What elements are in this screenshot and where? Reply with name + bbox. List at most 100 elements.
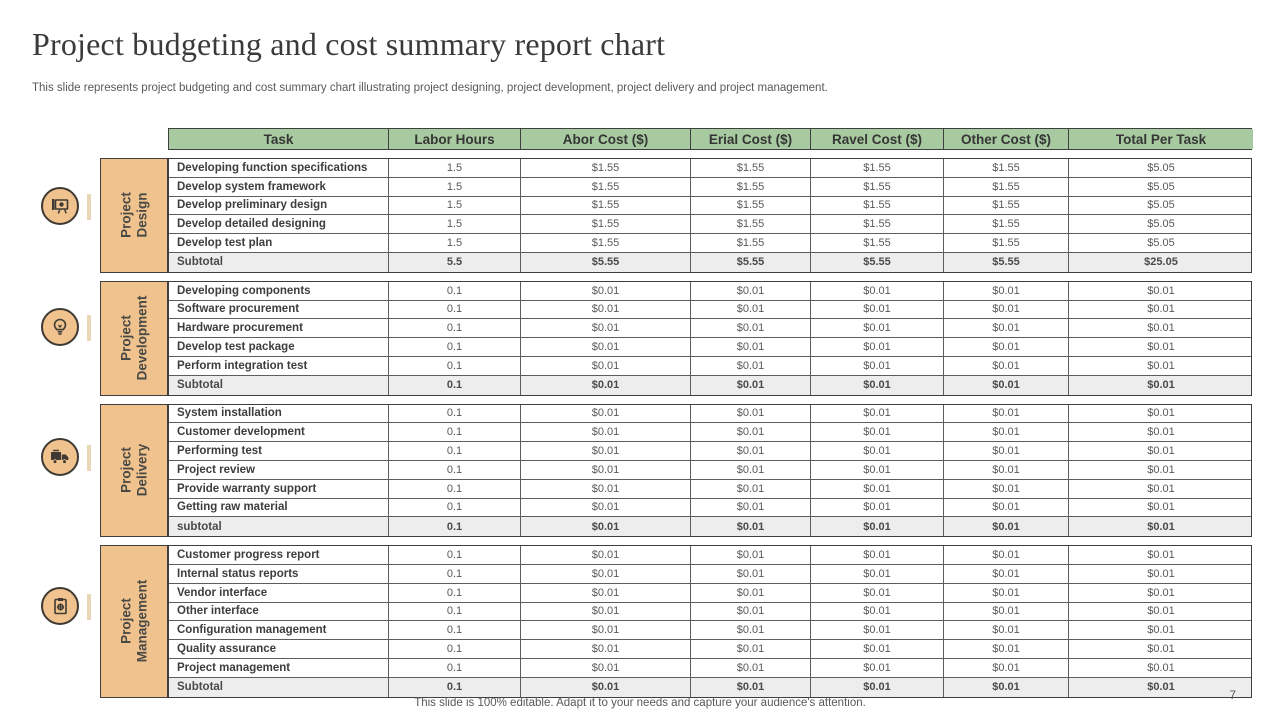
value-cell: $0.01: [691, 658, 811, 677]
value-cell: $0.01: [944, 423, 1069, 442]
value-cell: $1.55: [691, 177, 811, 196]
task-cell: Performing test: [169, 442, 389, 460]
value-cell: $1.55: [521, 234, 691, 252]
subtotal-row: Subtotal 0.1 $0.01 $0.01 $0.01 $0.01 $0.01: [169, 375, 1251, 395]
value-cell: $0.01: [521, 404, 691, 423]
task-cell: Customer development: [169, 423, 389, 442]
delivery-dash: [87, 445, 91, 471]
value-cell: $0.01: [521, 658, 691, 677]
section-label: Project Management: [118, 580, 149, 663]
value-cell: $0.01: [811, 404, 944, 423]
table-row: Performing test 0.1 $0.01 $0.01 $0.01 $0.01 $0…: [169, 442, 1251, 461]
value-cell: $0.01: [1147, 379, 1175, 392]
table-row: Internal status reports 0.1 $0.01 $0.01 $0.0…: [169, 564, 1251, 584]
value-cell: $1.55: [811, 196, 944, 215]
page-number: 7: [1229, 688, 1236, 702]
lightbulb-icon: [53, 318, 67, 335]
value-cell: $0.01: [944, 460, 1069, 479]
value-cell: $0.01: [1147, 303, 1175, 316]
task-cell: Configuration management: [169, 621, 389, 640]
value-cell: $0.01: [811, 677, 944, 697]
task-cell: Develop test package: [169, 338, 389, 356]
table-row: Perform integration test 0.1 $0.01 $0.01 $0.…: [169, 356, 1251, 376]
value-cell: $1.55: [521, 159, 691, 177]
value-cell: $0.01: [691, 621, 811, 640]
value-cell: $1.55: [811, 159, 944, 177]
subtotal-label: Subtotal: [169, 677, 389, 697]
section-rows: Developing components 0.1 $0.01 $0.01 $0.01 $…: [168, 280, 1252, 396]
delivery-truck-icon: [51, 449, 69, 464]
value-cell: $0.01: [521, 442, 691, 460]
value-cell: $5.05: [1147, 199, 1175, 212]
section-rows: System installation 0.1 $0.01 $0.01 $0.01 $0.…: [168, 403, 1252, 538]
value-cell: $0.01: [1147, 445, 1175, 458]
section-label: Project Delivery: [118, 444, 149, 497]
value-cell: $0.01: [944, 564, 1069, 583]
value-cell: $0.01: [811, 319, 944, 338]
value-cell: 0.1: [389, 677, 521, 697]
table-row: Software procurement 0.1 $0.01 $0.01 $0.01 $0…: [169, 300, 1251, 320]
value-cell: $0.01: [521, 564, 691, 583]
value-cell: $0.01: [1147, 681, 1175, 694]
value-cell: $0.01: [944, 300, 1069, 319]
value-cell: $0.01: [521, 319, 691, 338]
value-cell: 0.1: [389, 498, 521, 517]
value-cell: $0.01: [521, 423, 691, 442]
table-row: Project management 0.1 $0.01 $0.01 $0.01 $0.0…: [169, 658, 1251, 678]
task-cell: Vendor interface: [169, 583, 389, 602]
project-design-icon-circle: [41, 187, 79, 225]
value-cell: $0.01: [944, 375, 1069, 395]
value-cell: $0.01: [1147, 284, 1175, 297]
value-cell: $0.01: [944, 442, 1069, 460]
value-cell: $0.01: [1147, 341, 1175, 354]
value-cell: 1.5: [389, 159, 521, 177]
task-cell: System installation: [169, 404, 389, 423]
column-header: Abor Cost ($): [521, 129, 691, 149]
value-cell: $0.01: [811, 479, 944, 498]
value-cell: $0.01: [811, 338, 944, 356]
task-cell: Getting raw material: [169, 498, 389, 517]
value-cell: $0.01: [521, 479, 691, 498]
value-cell: 5.5: [389, 252, 521, 272]
value-cell: $0.01: [811, 640, 944, 658]
task-cell: Developing components: [169, 281, 389, 300]
value-cell: $0.01: [521, 356, 691, 375]
value-cell: $0.01: [944, 498, 1069, 517]
subtotal-label: Subtotal: [169, 252, 389, 272]
value-cell: 0.1: [389, 423, 521, 442]
value-cell: $1.55: [521, 215, 691, 234]
clipboard-gear-icon: [54, 598, 67, 615]
value-cell: 0.1: [389, 640, 521, 658]
column-header: Ravel Cost ($): [811, 129, 944, 149]
task-cell: Customer progress report: [169, 546, 389, 564]
subtotal-row: Subtotal 5.5 $5.55 $5.55 $5.55 $5.55 $25.05: [169, 252, 1251, 272]
project-management-icon-circle: [41, 587, 79, 625]
task-cell: Develop system framework: [169, 177, 389, 196]
value-cell: 0.1: [389, 460, 521, 479]
value-cell: $0.01: [691, 356, 811, 375]
value-cell: $0.01: [811, 281, 944, 300]
value-cell: 0.1: [389, 281, 521, 300]
value-cell: $1.55: [811, 215, 944, 234]
task-cell: Hardware procurement: [169, 319, 389, 338]
value-cell: $0.01: [944, 281, 1069, 300]
value-cell: $0.01: [944, 404, 1069, 423]
value-cell: 1.5: [389, 234, 521, 252]
section-band-project-design: Project Design: [100, 158, 168, 273]
value-cell: $1.55: [691, 215, 811, 234]
value-cell: $1.55: [944, 177, 1069, 196]
task-cell: Develop detailed designing: [169, 215, 389, 234]
value-cell: $25.05: [1144, 256, 1178, 269]
value-cell: $0.01: [1147, 426, 1175, 439]
value-cell: $0.01: [944, 546, 1069, 564]
section-band-project-delivery: Project Delivery: [100, 403, 168, 538]
value-cell: $1.55: [521, 177, 691, 196]
value-cell: $0.01: [1147, 661, 1175, 674]
value-cell: $1.55: [944, 196, 1069, 215]
task-cell: Internal status reports: [169, 564, 389, 583]
value-cell: $0.01: [1147, 605, 1175, 618]
section-band-project-management: Project Management: [100, 545, 168, 698]
value-cell: $1.55: [691, 159, 811, 177]
value-cell: $0.01: [691, 423, 811, 442]
value-cell: 0.1: [389, 546, 521, 564]
